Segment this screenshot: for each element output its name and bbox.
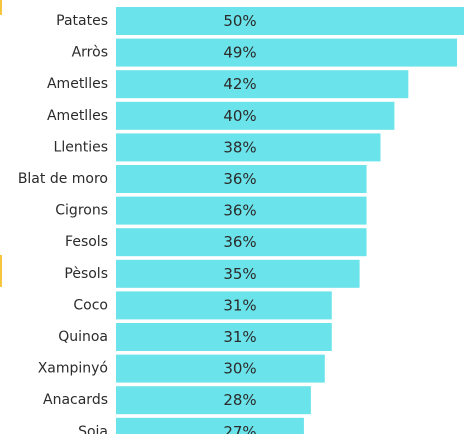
value-label-8: 35% bbox=[223, 265, 256, 283]
value-label-4: 38% bbox=[223, 138, 256, 156]
bar-3 bbox=[116, 101, 395, 130]
bar-9 bbox=[116, 291, 332, 320]
value-label-0: 50% bbox=[223, 12, 256, 30]
bar-6 bbox=[116, 196, 367, 225]
category-label-5: Blat de moro bbox=[18, 171, 108, 187]
accent-mark-middle bbox=[0, 255, 2, 287]
bars-group bbox=[116, 7, 464, 434]
category-label-3: Ametlles bbox=[47, 108, 108, 124]
category-label-7: Fesols bbox=[65, 234, 108, 250]
bar-11 bbox=[116, 354, 325, 383]
bar-8 bbox=[116, 259, 360, 288]
category-label-4: Llenties bbox=[54, 139, 108, 155]
bar-0 bbox=[116, 7, 464, 35]
category-label-12: Anacards bbox=[43, 392, 108, 408]
category-label-1: Arròs bbox=[72, 45, 108, 61]
value-label-7: 36% bbox=[223, 233, 256, 251]
value-label-9: 31% bbox=[223, 296, 256, 314]
bar-2 bbox=[116, 70, 409, 99]
bar-4 bbox=[116, 133, 381, 162]
accent-mark-top bbox=[0, 0, 2, 15]
value-label-13: 27% bbox=[223, 423, 256, 434]
category-label-2: Ametlles bbox=[47, 76, 108, 92]
category-label-11: Xampinyó bbox=[38, 361, 108, 377]
category-label-9: Coco bbox=[73, 297, 108, 313]
bar-1 bbox=[116, 38, 458, 67]
category-label-10: Quinoa bbox=[58, 329, 108, 345]
value-labels-group: 50% 49% 42% 40% 38% 36% 36% 36% 35% 31% 31% 30% 28% 2… bbox=[223, 12, 256, 434]
bar-10 bbox=[116, 323, 332, 351]
bar-13 bbox=[116, 417, 304, 434]
category-label-6: Cigrons bbox=[55, 203, 108, 219]
value-label-1: 49% bbox=[223, 44, 256, 62]
value-label-12: 28% bbox=[223, 391, 256, 409]
value-label-10: 31% bbox=[223, 328, 256, 346]
category-label-8: Pèsols bbox=[64, 266, 108, 282]
value-label-3: 40% bbox=[223, 107, 256, 125]
value-label-2: 42% bbox=[223, 75, 256, 93]
value-label-6: 36% bbox=[223, 202, 256, 220]
value-label-11: 30% bbox=[223, 360, 256, 378]
category-labels-group: Patates Arròs Ametlles Ametlles Llenties Blat… bbox=[18, 13, 108, 434]
value-label-5: 36% bbox=[223, 170, 256, 188]
bar-5 bbox=[116, 165, 367, 193]
category-label-13: Soia bbox=[78, 424, 108, 434]
bar-12 bbox=[116, 386, 311, 415]
category-label-0: Patates bbox=[56, 13, 108, 29]
bar-7 bbox=[116, 228, 367, 257]
